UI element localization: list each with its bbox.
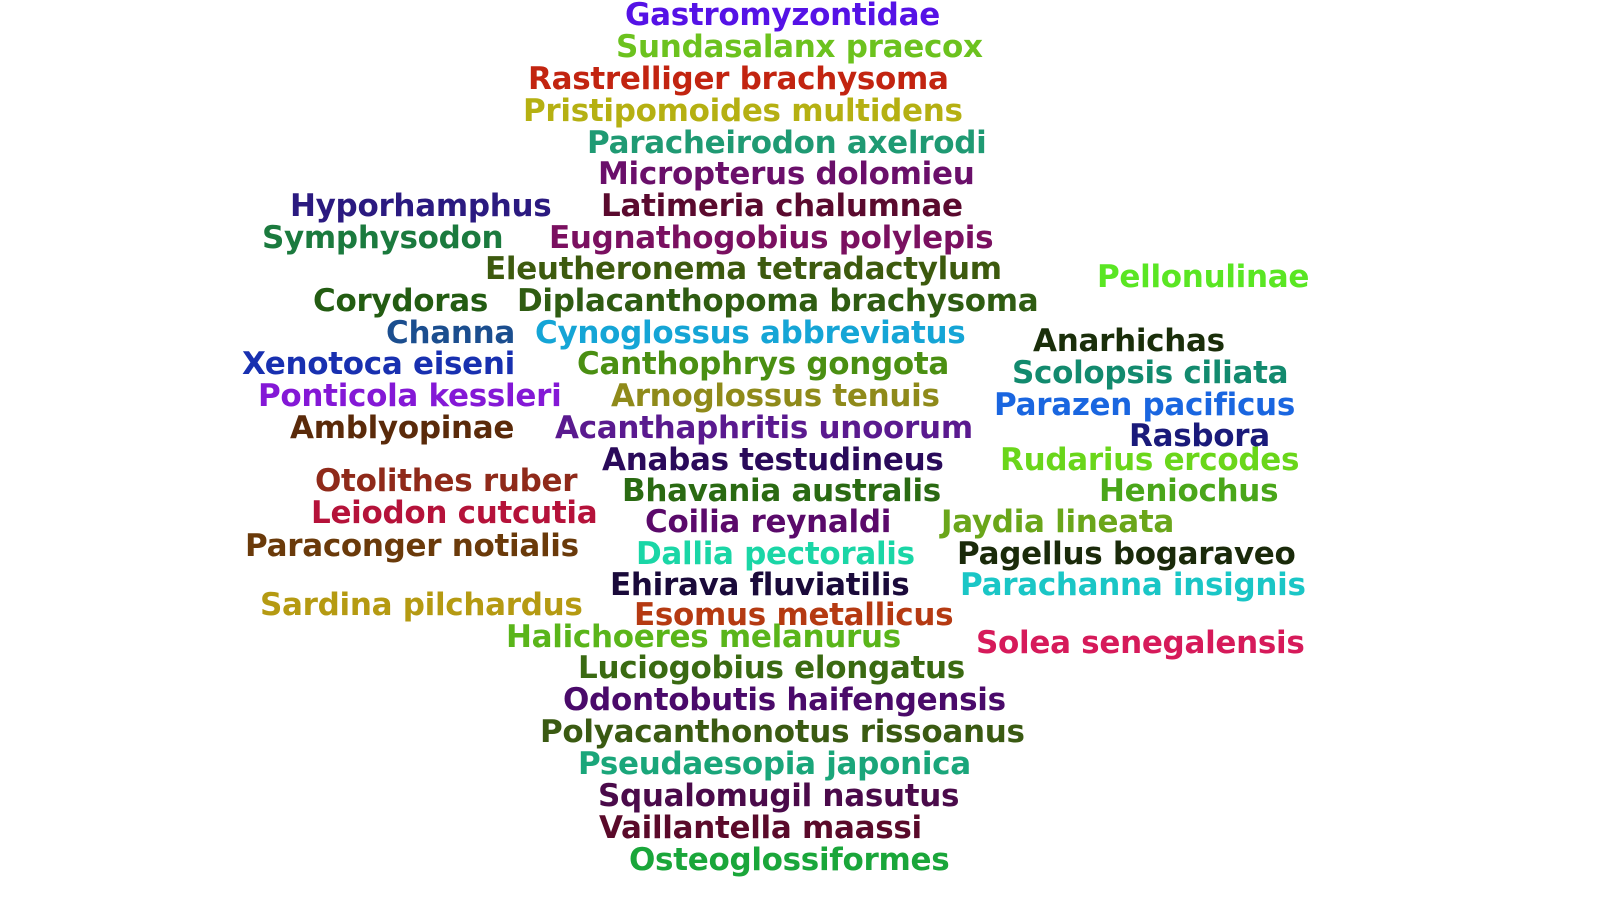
word-cloud-term: Sardina pilchardus <box>260 587 583 623</box>
word-cloud-term: Diplacanthopoma brachysoma <box>517 283 1039 319</box>
word-cloud-term: Rudarius ercodes <box>1000 442 1300 478</box>
word-cloud-term: Eugnathogobius polylepis <box>549 220 994 256</box>
word-cloud-term: Rastrelliger brachysoma <box>528 61 949 97</box>
word-cloud-term: Cynoglossus abbreviatus <box>535 315 966 351</box>
word-cloud-term: Solea senegalensis <box>976 625 1305 661</box>
word-cloud-term: Hyporhamphus <box>290 188 552 224</box>
word-cloud-term: Acanthaphritis unoorum <box>555 410 973 446</box>
word-cloud-term: Scolopsis ciliata <box>1012 355 1289 391</box>
word-cloud-term: Jaydia lineata <box>941 504 1175 540</box>
word-cloud-term: Channa <box>386 315 515 351</box>
word-cloud-term: Esomus metallicus <box>634 597 954 633</box>
word-cloud-term: Corydoras <box>313 283 488 319</box>
word-cloud-term: Symphysodon <box>262 220 504 256</box>
word-cloud-term: Halichoeres melanurus <box>506 619 901 655</box>
word-cloud-term: Canthophrys gongota <box>577 346 950 382</box>
word-cloud-term: Amblyopinae <box>290 410 515 446</box>
word-cloud-term: Heniochus <box>1099 473 1279 509</box>
word-cloud-term: Gastromyzontidae <box>625 0 940 33</box>
word-cloud-term: Paraconger notialis <box>245 528 579 564</box>
word-cloud-term: Bhavania australis <box>622 473 941 509</box>
word-cloud-term: Osteoglossiformes <box>629 842 950 878</box>
word-cloud-term: Paracheirodon axelrodi <box>587 125 987 161</box>
word-cloud-term: Luciogobius elongatus <box>578 650 965 686</box>
word-cloud-term: Sundasalanx praecox <box>616 29 983 65</box>
word-cloud-term: Rasbora <box>1129 418 1270 454</box>
word-cloud-term: Odontobutis haifengensis <box>563 682 1006 718</box>
word-cloud-term: Coilia reynaldi <box>645 504 892 540</box>
word-cloud-term: Arnoglossus tenuis <box>611 378 940 414</box>
word-cloud-term: Pseudaesopia japonica <box>578 746 971 782</box>
word-cloud-term: Polyacanthonotus rissoanus <box>540 714 1025 750</box>
word-cloud-term: Anarhichas <box>1033 323 1225 359</box>
word-cloud-term: Latimeria chalumnae <box>601 188 963 224</box>
word-cloud-term: Anabas testudineus <box>602 442 944 478</box>
word-cloud-term: Ehirava fluviatilis <box>610 567 910 603</box>
word-cloud-term: Micropterus dolomieu <box>598 156 975 192</box>
word-cloud-term: Ponticola kessleri <box>258 378 562 414</box>
word-cloud-term: Parazen pacificus <box>994 387 1295 423</box>
word-cloud-term: Pagellus bogaraveo <box>957 536 1296 572</box>
word-cloud-term: Otolithes ruber <box>315 463 578 499</box>
word-cloud-term: Pellonulinae <box>1097 259 1310 295</box>
word-cloud-term: Squalomugil nasutus <box>598 778 960 814</box>
word-cloud-term: Parachanna insignis <box>960 567 1306 603</box>
word-cloud-term: Vaillantella maassi <box>599 810 922 846</box>
word-cloud-term: Eleutheronema tetradactylum <box>485 251 1002 287</box>
word-cloud-term: Dallia pectoralis <box>636 536 915 572</box>
word-cloud-term: Leiodon cutcutia <box>311 495 598 531</box>
word-cloud-term: Pristipomoides multidens <box>523 93 963 129</box>
word-cloud-term: Xenotoca eiseni <box>242 346 515 382</box>
